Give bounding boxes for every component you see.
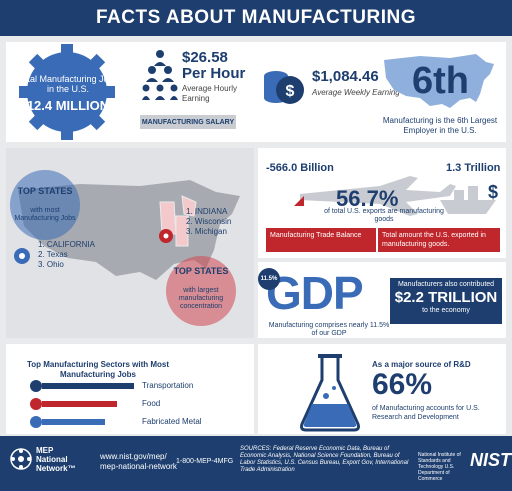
food-icon [30,398,42,410]
top-states-jobs-list: 1. CALIFORNIA 2. Texas 3. Ohio [38,240,95,270]
phone-number: 1-800-MEP-4MFG [176,458,234,465]
exports-percent: 56.7% [336,186,399,211]
jobs-label: Total Manufacturing Jobs in the U.S. [17,74,119,94]
mep-logo-icon [10,448,32,470]
footer [0,436,512,491]
gear-icon [19,44,115,140]
page-title: FACTS ABOUT MANUFACTURING [96,7,416,28]
sector-bar [42,383,134,389]
list-item: 2. Wisconsin [186,217,232,226]
workers-icon [142,50,178,100]
rank-value: 6th [412,60,469,102]
sector-row: Transportation [30,380,230,392]
hourly-wage: $26.58 Per Hour [182,50,245,82]
rank-label: Manufacturing is the 6th Largest Employe… [382,116,498,135]
top-states-concentration-title: TOP STATES [173,266,229,276]
top-states-jobs-title: TOP STATES [17,186,73,196]
contribution-top: Manufacturers also contributed [397,281,495,288]
rd-panel [258,344,506,434]
economy-contribution: Manufacturers also contributed $2.2 TRIL… [390,278,502,324]
sector-row: Food [30,398,230,410]
coins-icon: $ [264,71,304,104]
rd-label: of Manufacturing accounts for U.S. Resea… [372,405,480,421]
mep-line: National [36,455,68,464]
svg-text:$: $ [488,182,498,202]
rd-value: 66% [372,368,433,401]
contribution-bottom: to the economy [422,307,470,314]
list-item: 2. Texas [38,250,68,259]
exports-box: Total amount the U.S. exported in manufa… [378,228,500,252]
list-item: 1. CALIFORNIA [38,240,95,249]
mep-name: MEP National Network™ [36,446,76,473]
exports-percent-label: of total U.S. exports are manufacturing … [324,208,444,223]
hourly-wage-unit: Per Hour [182,65,246,82]
contribution-value: $2.2 TRILLION [394,289,498,306]
nist-full-name: National Institute of Standards and Tech… [418,452,461,482]
gdp-label: Manufacturing comprises nearly 11.5% of … [268,322,390,337]
exports-value: 1.3 Trillion [446,162,501,174]
header-banner: FACTS ABOUT MANUFACTURING [0,0,512,36]
sector-bar [42,401,117,407]
transportation-icon [30,380,42,392]
rd-title: As a major source of R&D [372,360,471,369]
website-line[interactable]: www.nist.gov/mep/ [100,452,167,461]
mep-line: Network™ [36,464,76,473]
sector-label: Fabricated Metal [142,417,202,426]
weekly-wage-label: Average Weekly Earning [312,88,400,97]
top-states-concentration-list: 1. INDIANA 2. Wisconsin 3. Michigan [186,207,231,237]
list-item: 1. INDIANA [186,207,228,216]
sector-bar [42,419,105,425]
nist-logo: NIST [470,450,512,470]
hourly-wage-label: Average Hourly Earning [182,84,237,103]
sector-row: Fabricated Metal [30,416,230,428]
svg-text:$: $ [286,83,295,100]
website-link[interactable]: www.nist.gov/mep/ mep-national-network [100,452,177,472]
gdp-badge: 11.5% [258,268,280,290]
top-states-jobs-sub: with most Manufacturing Jobs [14,207,76,222]
metal-icon [30,416,42,428]
plane-ship-icon: $ [294,176,498,216]
list-item: 3. Michigan [186,227,227,236]
sources-text: SOURCES: Federal Reserve Economic Data, … [240,446,409,473]
gdp-word: GDP [266,267,364,319]
sector-label: Transportation [142,381,194,390]
website-line[interactable]: mep-national-network [100,462,177,471]
top-states-concentration-sub: with largest manufacturing concentration [178,287,224,310]
flask-icon [300,354,360,432]
us-map-icon [384,54,494,108]
trade-balance-value: -566.0 Billion [266,162,334,174]
sectors-title: Top Manufacturing Sectors with Most Manu… [26,360,170,379]
top-states-jobs-circle [10,170,80,240]
list-item: 3. Ohio [38,260,64,269]
sector-label: Food [142,399,161,408]
hourly-wage-value: $26.58 [182,49,228,66]
weekly-wage-value: $1,084.46 [312,68,379,85]
mep-line: MEP [36,446,54,455]
jobs-value: 12.4 MILLION [26,98,110,113]
top-states-concentration-circle [166,256,236,326]
trade-balance-box: Manufacturing Trade Balance [266,228,376,252]
salary-bar: MANUFACTURING SALARY [140,115,236,129]
